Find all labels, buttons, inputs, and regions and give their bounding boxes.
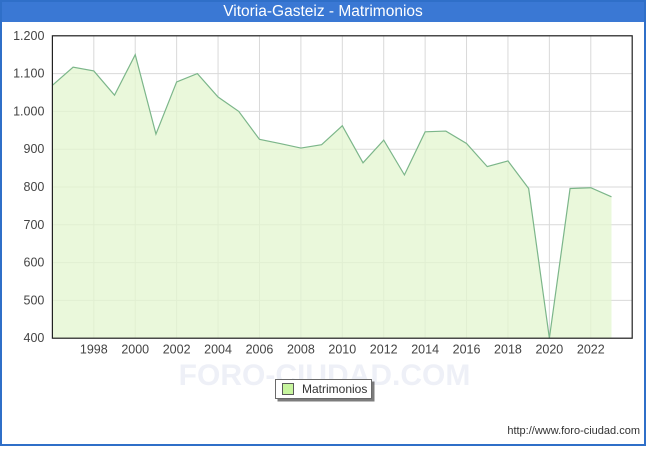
- svg-text:2008: 2008: [287, 343, 315, 357]
- svg-text:900: 900: [24, 142, 45, 156]
- svg-text:2012: 2012: [370, 343, 398, 357]
- svg-text:800: 800: [24, 180, 45, 194]
- svg-text:1.000: 1.000: [13, 104, 44, 118]
- svg-text:2000: 2000: [121, 343, 149, 357]
- svg-text:1.100: 1.100: [13, 67, 44, 81]
- svg-text:500: 500: [24, 293, 45, 307]
- svg-text:1998: 1998: [80, 343, 108, 357]
- svg-text:2014: 2014: [411, 343, 439, 357]
- svg-text:2002: 2002: [163, 343, 191, 357]
- svg-text:2020: 2020: [535, 343, 563, 357]
- svg-text:2018: 2018: [494, 343, 522, 357]
- svg-text:600: 600: [24, 256, 45, 270]
- svg-text:2016: 2016: [453, 343, 481, 357]
- svg-text:2006: 2006: [246, 343, 274, 357]
- svg-text:2004: 2004: [204, 343, 232, 357]
- svg-text:1.200: 1.200: [13, 29, 44, 43]
- svg-text:2010: 2010: [328, 343, 356, 357]
- svg-text:400: 400: [24, 331, 45, 345]
- svg-text:700: 700: [24, 218, 45, 232]
- svg-text:2022: 2022: [577, 343, 605, 357]
